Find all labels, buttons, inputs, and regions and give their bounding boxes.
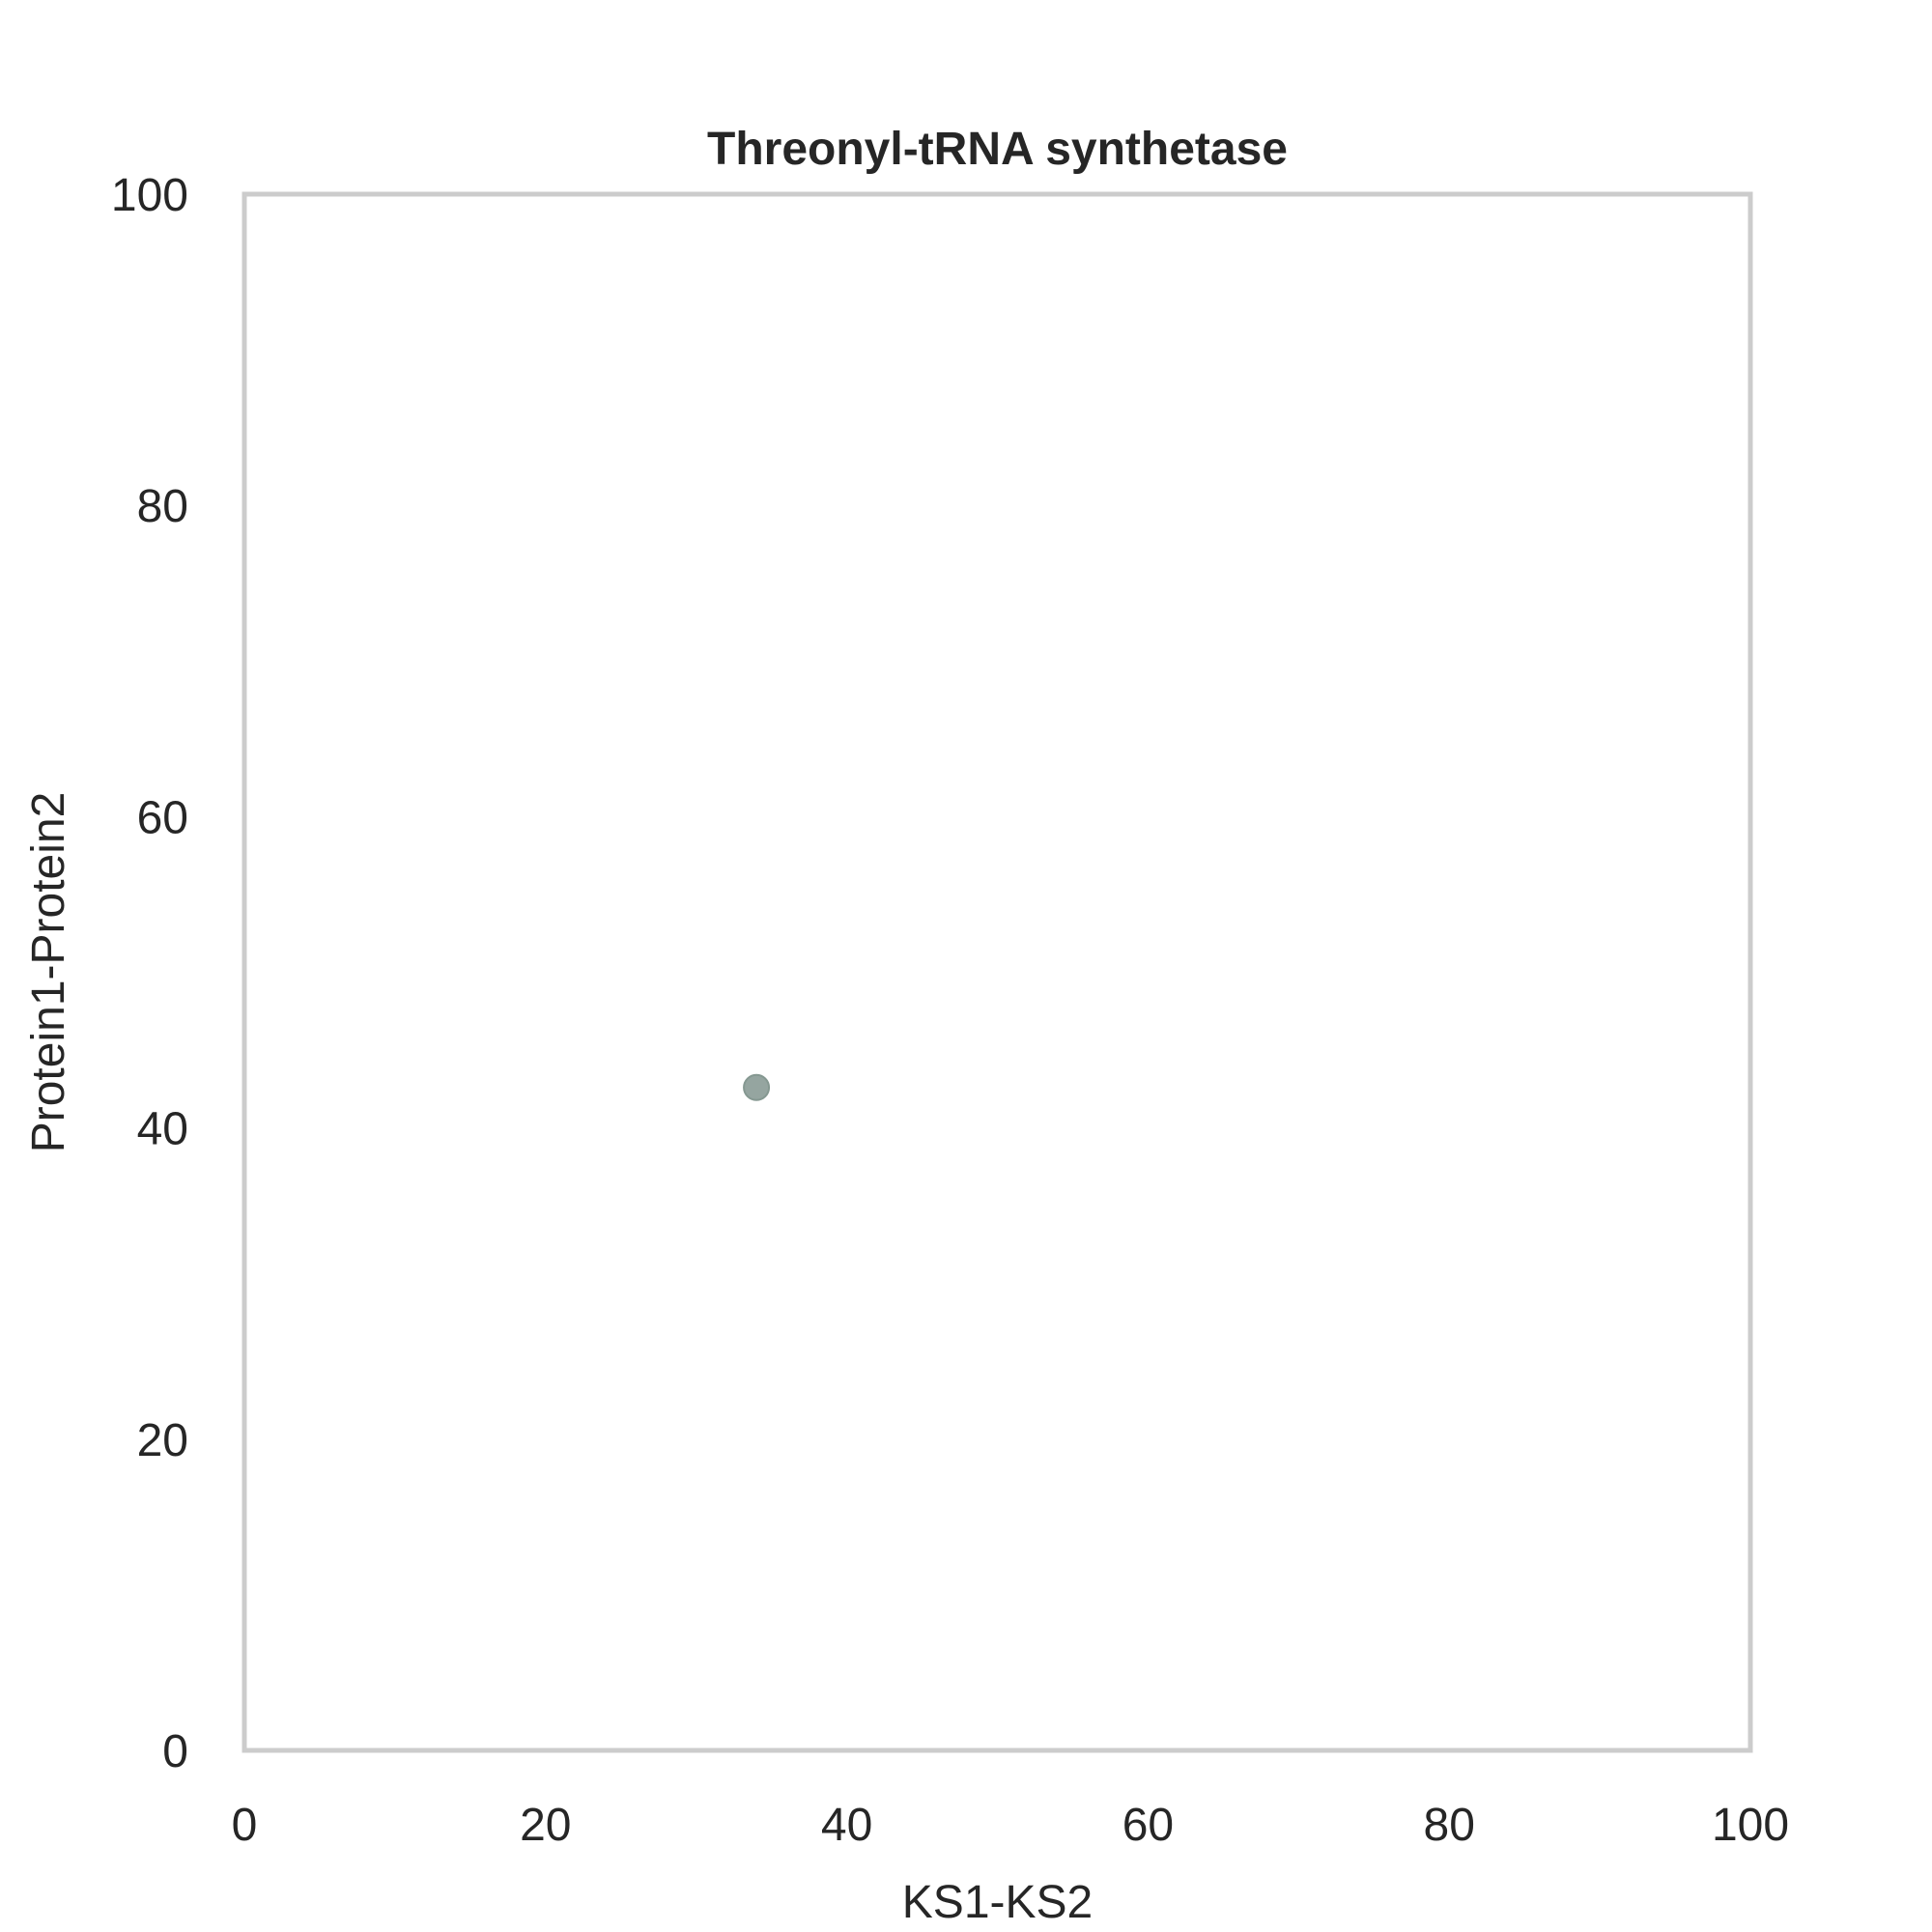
x-tick-label: 80: [1424, 1800, 1475, 1851]
y-tick-label: 60: [137, 792, 188, 843]
y-tick-label: 80: [137, 481, 188, 532]
x-tick-label: 60: [1122, 1800, 1174, 1851]
x-tick-label: 100: [1712, 1800, 1789, 1851]
y-axis-label: Protein1-Protein2: [23, 792, 74, 1153]
x-tick-labels: 0 20 40 60 80 100: [232, 1800, 1789, 1851]
x-axis-label: KS1-KS2: [902, 1877, 1093, 1928]
x-tick-label: 0: [232, 1800, 258, 1851]
chart-title: Threonyl-tRNA synthetase: [707, 124, 1288, 175]
y-tick-label: 40: [137, 1104, 188, 1155]
points-layer: [743, 1073, 771, 1101]
x-tick-label: 20: [520, 1800, 571, 1851]
y-tick-label: 20: [137, 1415, 188, 1466]
plot-area: [242, 191, 1753, 1753]
y-tick-label: 100: [111, 170, 188, 221]
y-tick-labels: 0 20 40 60 80 100: [111, 170, 188, 1777]
data-point: [743, 1073, 771, 1101]
y-tick-label: 0: [162, 1726, 188, 1777]
x-tick-label: 40: [821, 1800, 872, 1851]
